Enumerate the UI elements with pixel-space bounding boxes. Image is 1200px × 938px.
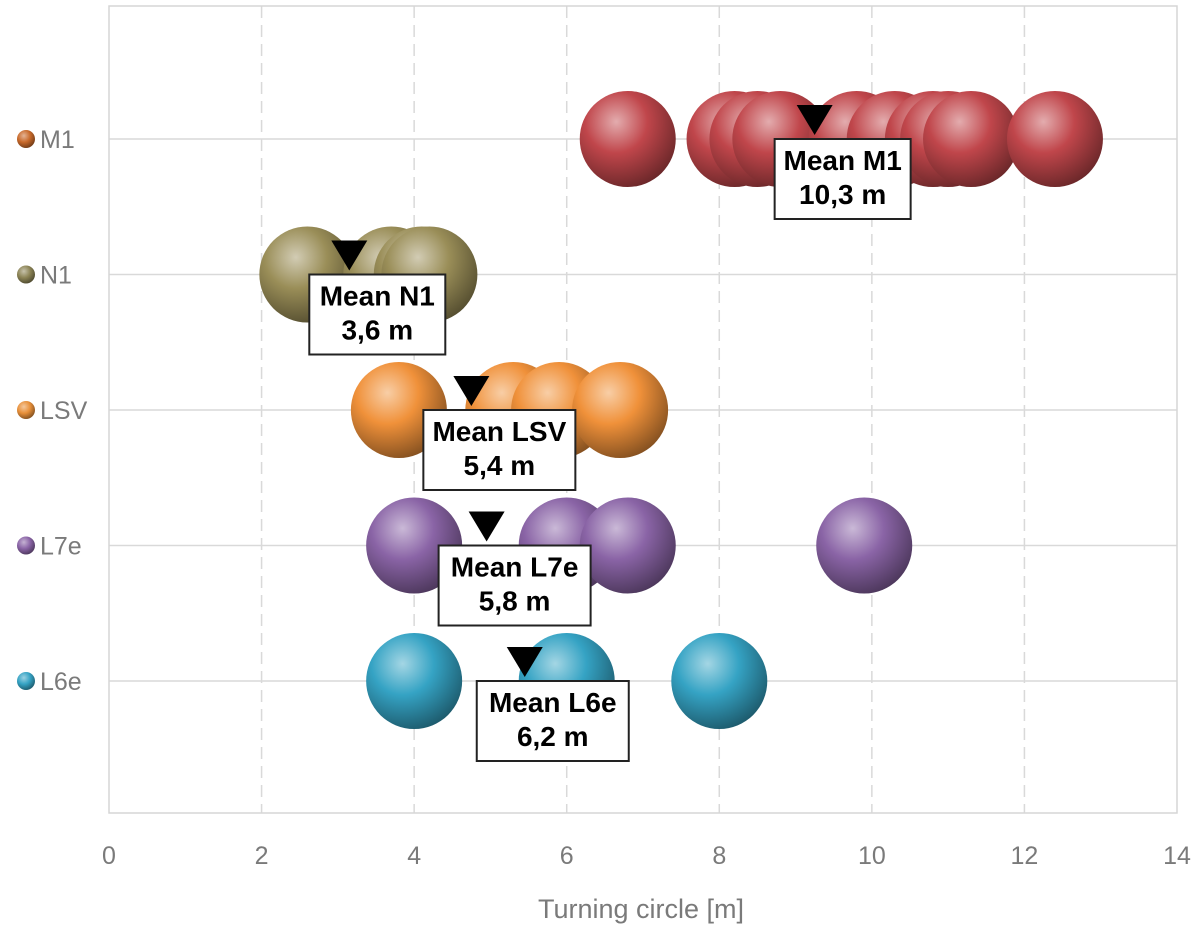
mean-label-value: 5,8 m [479,586,551,617]
x-axis-title: Turning circle [m] [538,894,744,924]
mean-label-box [437,544,592,627]
x-tick-label: 4 [407,842,421,870]
category-label-l7e: L7e [40,533,82,561]
mean-marker-n1: Mean N13,6 m [308,240,447,356]
data-point-l7e [579,497,676,594]
mean-label-title: Mean N1 [320,281,435,312]
data-point-l6e [366,633,463,729]
category-labels: M1 N1 LSV L7e L6e [17,126,88,696]
category-label-m1: M1 [40,126,75,154]
data-point-lsv [572,362,669,458]
legend-marker-lsv [17,401,35,419]
x-tick-label: 0 [102,842,116,870]
data-point-m1 [923,91,1020,187]
axes: 0 2 4 6 8 10 12 14 [102,5,1191,870]
mean-label-title: Mean L6e [489,687,617,718]
mean-triangle-icon [331,240,368,271]
plot-frame [108,5,1178,814]
x-tick-label: 8 [712,842,726,870]
mean-label-box [308,273,447,356]
mean-label-title: Mean LSV [432,416,566,447]
x-tick-label: 12 [1011,842,1039,870]
mean-label-value: 10,3 m [799,179,886,210]
x-tick-label: 14 [1163,842,1191,870]
legend-marker-l7e [17,536,35,555]
mean-label-box [422,409,577,491]
legend-marker-l6e [17,672,35,690]
mean-label-box [773,138,912,220]
category-label-n1: N1 [40,262,72,290]
mean-triangle-icon [506,647,543,677]
category-label-lsv: LSV [40,397,88,425]
mean-label-value: 3,6 m [341,315,413,346]
mean-triangle-icon [796,105,833,135]
mean-label-value: 5,4 m [464,450,536,481]
mean-label-box [475,680,630,762]
mean-triangle-icon [468,511,505,542]
mean-label-value: 6,2 m [517,721,589,752]
data-point-m1 [579,91,676,187]
x-tick-label: 10 [858,842,886,870]
legend-marker-n1 [17,265,35,284]
mean-label-title: Mean L7e [451,552,579,583]
data-point-m1 [1006,91,1103,187]
mean-triangle-icon [453,376,490,406]
mean-label-title: Mean M1 [784,145,902,176]
category-label-l6e: L6e [40,668,82,696]
legend-marker-m1 [17,130,35,148]
x-tick-label: 6 [560,842,574,870]
data-point-l6e [671,633,768,729]
x-tick-label: 2 [255,842,269,870]
data-point-l7e [816,497,913,594]
